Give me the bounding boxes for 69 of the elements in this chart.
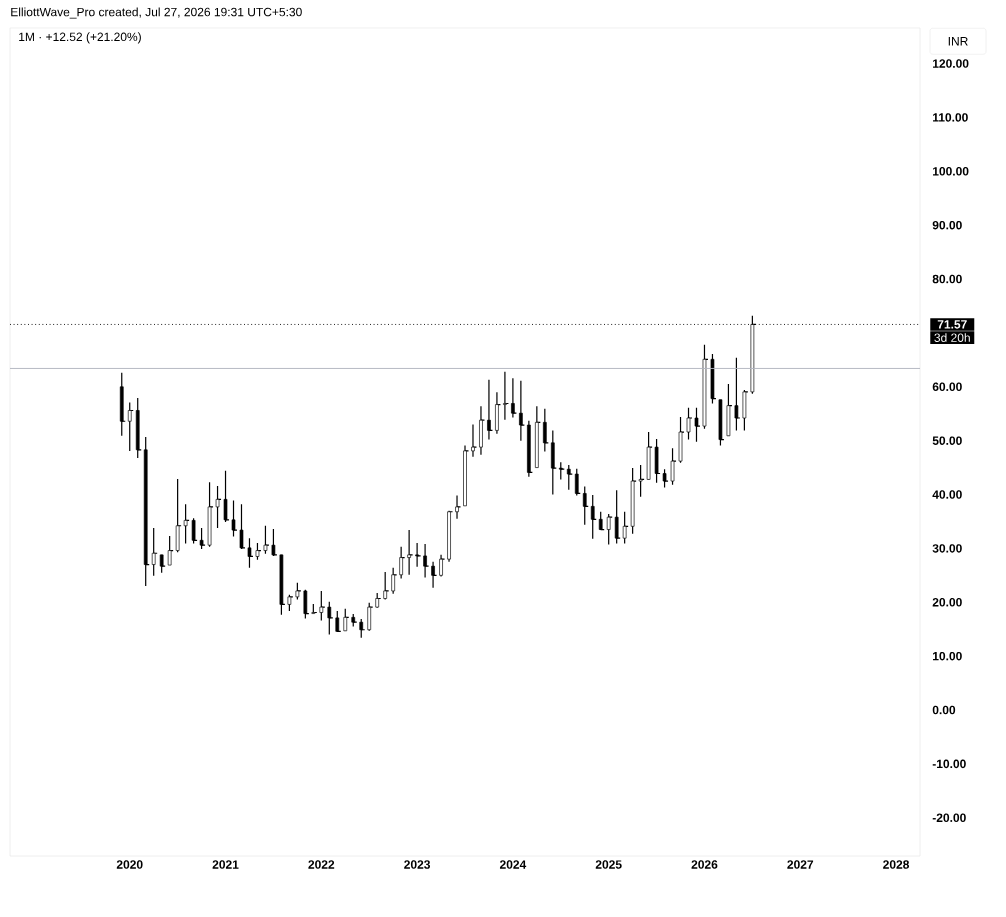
- candlestick: [159, 554, 164, 574]
- candlestick: [231, 499, 236, 538]
- x-tick-label: 2023: [404, 860, 431, 869]
- candlestick: [694, 407, 699, 443]
- candlestick: [359, 618, 364, 639]
- candlestick: [367, 602, 372, 632]
- y-tick-label: -10.00: [932, 759, 966, 769]
- candlestick: [582, 485, 587, 526]
- candlestick: [343, 608, 348, 632]
- text: 3d 20h: [934, 333, 970, 342]
- candlestick: [255, 542, 260, 561]
- y-tick-label: 90.00: [932, 220, 962, 230]
- y-tick-label: 30.00: [932, 544, 962, 553]
- candlestick: [686, 407, 691, 441]
- x-tick-label: 2026: [691, 860, 718, 869]
- y-tick-label: 110.00: [933, 113, 968, 122]
- x-tick-label: 2022: [308, 860, 335, 869]
- candlestick: [622, 511, 627, 545]
- candlestick: [606, 513, 611, 546]
- candlestick: [127, 401, 132, 452]
- candlestick: [183, 503, 188, 545]
- candlestick: [638, 464, 645, 498]
- y-tick-label: 10.00: [933, 651, 962, 661]
- candlestick: [263, 525, 268, 555]
- candlestick: [415, 542, 422, 568]
- candlestick: [614, 489, 619, 545]
- ref-line-label: 71.57: [937, 320, 967, 329]
- y-tick-label: 40.00: [932, 490, 962, 499]
- candlestick: [191, 517, 196, 545]
- candlestick: [375, 592, 380, 609]
- candlestick: [503, 371, 510, 421]
- candlestick: [247, 537, 252, 569]
- candlestick: [383, 571, 388, 601]
- candlestick: [319, 590, 324, 622]
- y-axis-title: INR: [948, 37, 968, 46]
- y-tick-label: 100.00: [933, 167, 969, 176]
- text: ElliottWave_Pro created, Jul 27, 2026 19:31 UTC+5:30: [11, 7, 302, 19]
- y-tick-label: 50.00: [932, 436, 962, 445]
- chart-title: 1M · +12.52 (+21.20%): [19, 32, 141, 44]
- candlestick: [271, 528, 276, 557]
- candlestick: [590, 494, 595, 540]
- candlestick: [327, 601, 332, 636]
- candlestick: [223, 470, 228, 523]
- candlestick: [407, 529, 414, 576]
- x-tick-label: 2028: [883, 860, 910, 869]
- candlestick: [303, 589, 308, 620]
- candlestick: [295, 582, 300, 601]
- candlestick: [287, 594, 292, 612]
- candlestick: [662, 468, 667, 489]
- x-tick-label: 2025: [595, 860, 622, 869]
- y-tick-label: 0.00: [932, 705, 956, 715]
- y-tick-label: 60.00: [932, 382, 962, 392]
- x-tick-label: 2024: [499, 860, 527, 869]
- x-tick-label: 2021: [212, 860, 239, 869]
- candlestick: [239, 503, 244, 550]
- candlestick: [151, 527, 156, 577]
- y-tick-label: 120.00: [933, 59, 969, 68]
- candlestick: [734, 357, 739, 432]
- candlestick: [558, 461, 565, 481]
- candlestick: [167, 535, 172, 566]
- candlestick: [199, 527, 204, 550]
- x-tick-label: 2027: [787, 860, 814, 869]
- x-tick-label: 2020: [116, 860, 143, 869]
- y-tick-label: -20.00: [932, 813, 966, 823]
- y-tick-label: 80.00: [932, 274, 962, 284]
- y-tick-label: 20.00: [932, 598, 962, 607]
- candlestick: [215, 485, 220, 529]
- candlestick: [335, 610, 340, 633]
- candlestick: [670, 447, 675, 486]
